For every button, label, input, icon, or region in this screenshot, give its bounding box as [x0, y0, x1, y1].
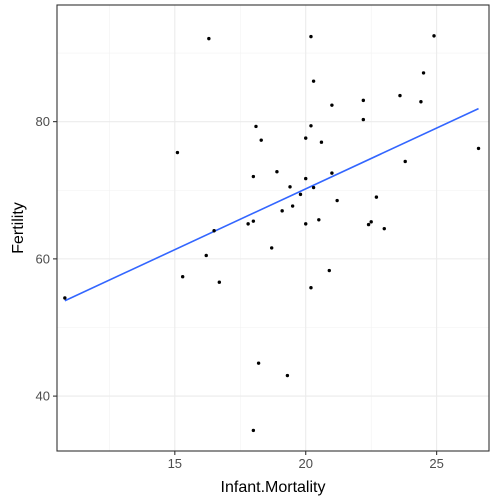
data-point: [256, 361, 261, 365]
data-point: [251, 174, 256, 179]
data-point: [335, 198, 339, 203]
data-point: [259, 138, 263, 142]
grid-lines: [57, 5, 489, 451]
data-point: [63, 296, 67, 300]
data-point: [330, 103, 334, 107]
data-point: [319, 140, 324, 144]
trend-line-group: [64, 107, 479, 302]
data-point: [476, 146, 481, 151]
y-tick-label: 80: [36, 114, 50, 129]
data-point: [311, 185, 316, 190]
data-point: [304, 136, 308, 140]
data-point: [309, 124, 313, 128]
panel-border: [56, 4, 490, 452]
data-point: [304, 176, 308, 181]
data-point: [175, 150, 180, 155]
y-axis-title: Fertility: [10, 202, 27, 254]
data-point: [204, 253, 208, 258]
data-point: [251, 428, 256, 433]
data-point: [398, 93, 402, 98]
data-point: [275, 170, 279, 174]
data-point: [309, 34, 313, 39]
data-point: [311, 79, 316, 83]
data-point: [369, 220, 373, 224]
x-axis-title: Infant.Mortality: [221, 479, 326, 496]
data-point: [317, 218, 321, 222]
data-point: [285, 373, 290, 378]
data-point: [290, 204, 295, 208]
x-axis-ticks: 15 20 25: [168, 451, 444, 471]
data-point: [212, 229, 216, 233]
data-point: [374, 195, 379, 199]
data-point: [280, 209, 284, 213]
data-point: [366, 222, 371, 227]
data-point: [330, 171, 334, 175]
data-point: [298, 192, 303, 197]
data-point: [327, 268, 331, 273]
data-point: [254, 124, 258, 129]
data-point: [207, 36, 211, 41]
y-tick-label: 40: [36, 389, 50, 404]
data-point: [288, 185, 292, 189]
data-point: [217, 280, 222, 284]
data-point: [180, 275, 185, 279]
data-point: [269, 246, 274, 250]
data-points: [63, 34, 481, 433]
data-point: [361, 98, 366, 103]
data-point: [382, 226, 386, 231]
y-tick-label: 60: [36, 251, 50, 266]
data-point: [421, 71, 426, 75]
data-point: [304, 222, 308, 226]
data-point: [309, 285, 313, 290]
y-axis-ticks: 40 60 80: [36, 114, 57, 404]
data-point: [432, 34, 436, 38]
trend-line: [64, 107, 479, 302]
data-point: [246, 222, 250, 226]
data-point: [419, 100, 423, 104]
data-point: [361, 117, 366, 122]
x-tick-label: 25: [429, 456, 443, 471]
data-point: [251, 219, 256, 223]
data-point: [403, 159, 407, 164]
x-tick-label: 20: [298, 456, 312, 471]
x-tick-label: 15: [168, 456, 182, 471]
